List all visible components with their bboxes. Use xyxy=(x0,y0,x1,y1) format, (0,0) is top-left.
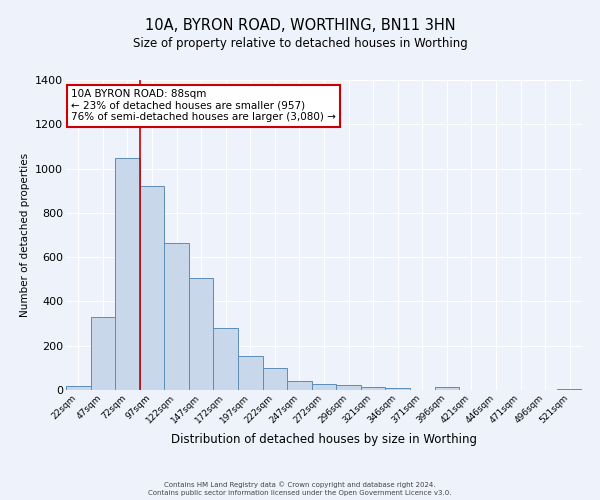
Text: 10A, BYRON ROAD, WORTHING, BN11 3HN: 10A, BYRON ROAD, WORTHING, BN11 3HN xyxy=(145,18,455,32)
Text: Size of property relative to detached houses in Worthing: Size of property relative to detached ho… xyxy=(133,38,467,51)
Bar xyxy=(66,386,91,390)
Text: Contains HM Land Registry data © Crown copyright and database right 2024.: Contains HM Land Registry data © Crown c… xyxy=(164,481,436,488)
Bar xyxy=(287,380,312,390)
Bar xyxy=(189,278,214,390)
Bar xyxy=(434,388,459,390)
Text: Contains public sector information licensed under the Open Government Licence v3: Contains public sector information licen… xyxy=(148,490,452,496)
Bar xyxy=(164,243,189,390)
Bar xyxy=(140,186,164,390)
Bar xyxy=(336,385,361,390)
Bar xyxy=(385,388,410,390)
Bar xyxy=(214,328,238,390)
Bar xyxy=(263,368,287,390)
Bar xyxy=(312,384,336,390)
Text: 10A BYRON ROAD: 88sqm
← 23% of detached houses are smaller (957)
76% of semi-det: 10A BYRON ROAD: 88sqm ← 23% of detached … xyxy=(71,90,336,122)
Bar xyxy=(361,386,385,390)
Y-axis label: Number of detached properties: Number of detached properties xyxy=(20,153,29,317)
Bar xyxy=(238,356,263,390)
X-axis label: Distribution of detached houses by size in Worthing: Distribution of detached houses by size … xyxy=(171,433,477,446)
Bar xyxy=(115,158,140,390)
Bar xyxy=(557,389,582,390)
Bar xyxy=(91,317,115,390)
